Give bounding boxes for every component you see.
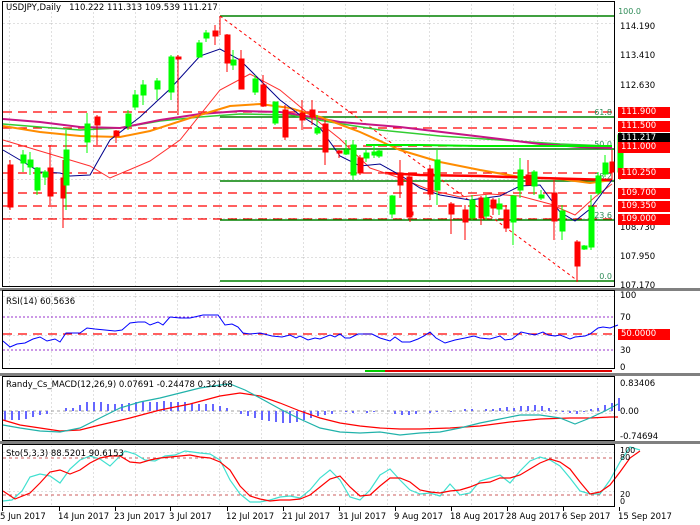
svg-text:0.0: 0.0 [599, 272, 612, 281]
rsi-panel[interactable] [2, 290, 615, 369]
main-grid [3, 2, 614, 286]
panel-divider[interactable] [0, 373, 700, 376]
svg-text:38.2: 38.2 [594, 172, 612, 181]
price-axis-label: 108.730 [620, 223, 656, 233]
time-axis-label: 5 Jun 2017 [0, 512, 46, 522]
macd-signal-line [2, 392, 618, 432]
time-axis-label: 18 Aug 2017 [450, 512, 505, 522]
macd-label: Randy_Cs_MACD(12,26,9) 0.07691 -0.24478 … [6, 380, 233, 390]
time-axis-label: 23 Jun 2017 [114, 512, 166, 522]
svg-text:23.6: 23.6 [594, 211, 612, 220]
sto-axis-label: 20 [620, 490, 631, 499]
macd-panel[interactable] [2, 376, 615, 441]
sto-axis-label: 80 [620, 453, 631, 462]
macd-axis-label: -0.74694 [620, 432, 659, 442]
level-tag: 109.700 [618, 188, 670, 199]
panel-divider[interactable] [0, 288, 700, 291]
sto-main-line [2, 446, 641, 503]
time-axis-label: 15 Sep 2017 [618, 512, 672, 522]
time-axis-label: 3 Jul 2017 [169, 512, 212, 522]
time-axis-label: 21 Jul 2017 [282, 512, 331, 522]
panel-divider[interactable] [0, 441, 700, 444]
sto-signal-line [2, 450, 641, 502]
rsi-level-tag: 50.0000 [618, 329, 670, 340]
svg-text:61.8: 61.8 [594, 108, 612, 117]
price-axis-label: 107.170 [620, 281, 656, 291]
svg-text:50.0: 50.0 [594, 140, 612, 149]
rsi-axis-label: 30 [620, 346, 631, 356]
ma-magenta [2, 109, 613, 149]
time-axis-label: 31 Jul 2017 [338, 512, 387, 522]
level-tag: 110.250 [618, 168, 670, 179]
level-tag: 109.350 [618, 201, 670, 212]
level-tag: 111.000 [618, 142, 670, 153]
chart-title: USDJPY,Daily 110.222 111.313 109.539 111… [6, 3, 218, 13]
ma-green-bright [366, 144, 612, 147]
macd-axis-label: 0.83406 [620, 379, 656, 389]
price-axis-label: 113.410 [620, 51, 656, 61]
level-tag: 111.900 [618, 107, 670, 118]
rsi-axis-label: 0 [620, 363, 626, 373]
price-axis-label: 112.630 [620, 81, 656, 91]
sto-axis-label: 100 [620, 446, 636, 455]
fib-labels: 100.0 61.8 50.0 38.2 23.6 0.0 [594, 7, 641, 281]
rsi-axis-label: 100 [620, 291, 637, 301]
current-price-tag: 111.217 [618, 133, 670, 144]
sto-panel[interactable] [2, 444, 615, 507]
horizontal-levels [3, 111, 614, 220]
rsi-line [2, 314, 619, 348]
macd-axis-label: 0.00 [620, 407, 639, 417]
time-axis-label: 12 Jul 2017 [226, 512, 275, 522]
macd-main-line [2, 383, 619, 436]
level-tag: 111.500 [618, 121, 670, 132]
macd-histogram [4, 398, 620, 423]
svg-text:100.0: 100.0 [618, 7, 641, 16]
price-axis-label: 114.190 [620, 22, 656, 32]
rsi-label: RSI(14) 60.5636 [6, 297, 76, 307]
fibonacci-lines [220, 15, 614, 282]
time-axis-label: 28 Aug 2017 [506, 512, 561, 522]
ma-thick-red [384, 171, 613, 182]
sto-axis-label: 0 [620, 497, 626, 506]
symbol-label: USDJPY,Daily [6, 3, 62, 13]
time-axis-label: 14 Jun 2017 [58, 512, 110, 522]
ohlc-values: 110.222 111.313 109.539 111.217 [69, 3, 218, 13]
price-axis-label: 107.950 [620, 252, 656, 262]
time-axis-label: 9 Aug 2017 [394, 512, 444, 522]
rsi-axis-label: 70 [620, 313, 631, 323]
time-axis-label: 6 Sep 2017 [562, 512, 611, 522]
candles [7, 25, 624, 282]
sto-label: Sto(5,3,3) 88.5201 90.6153 [6, 449, 124, 459]
level-tag: 109.000 [618, 214, 670, 225]
